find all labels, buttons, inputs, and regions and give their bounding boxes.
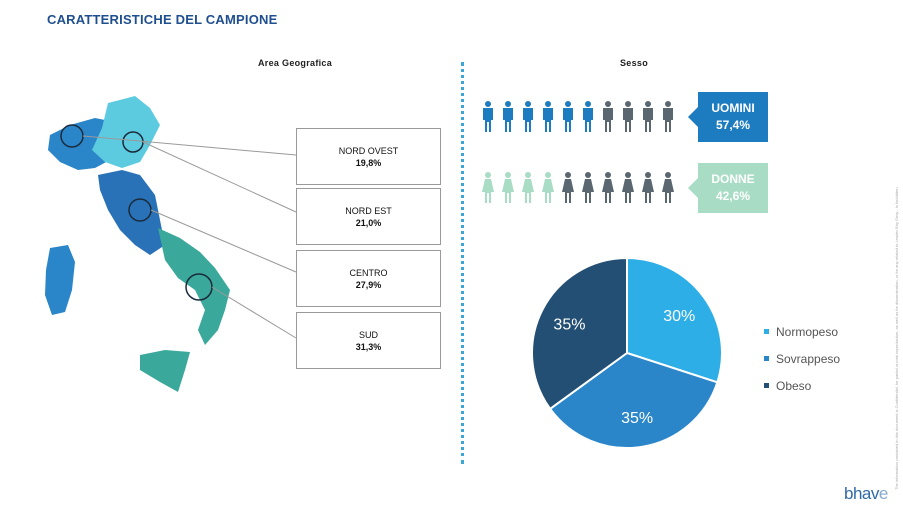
section-divider (461, 62, 464, 464)
region-label: NORD EST (345, 205, 392, 216)
map-nord-est (92, 96, 160, 168)
bhave-logo: bhave (844, 484, 888, 504)
woman-icon (522, 172, 534, 203)
legend-label: Sovrappeso (776, 351, 841, 366)
region-label: CENTRO (349, 267, 388, 278)
woman-icon (502, 172, 514, 203)
map-sardegna (45, 245, 75, 315)
woman-icon (602, 172, 614, 203)
region-value: 21,0% (355, 217, 382, 228)
region-label: SUD (358, 329, 378, 340)
legend-swatch (764, 383, 769, 388)
pie-legend: Normopeso Sovrappeso Obeso (764, 318, 840, 399)
region-box-nord-est: NORD EST 21,0% (296, 188, 441, 245)
region-box-sud: SUD 31,3% (296, 312, 441, 369)
region-value: 31,3% (355, 341, 382, 352)
men-label: UOMINI (711, 101, 755, 115)
area-title: Area Geografica (258, 58, 333, 68)
man-icon (623, 101, 633, 132)
women-icons (482, 172, 674, 203)
legend-swatch (764, 356, 769, 361)
pie-slice-normopeso (626, 256, 723, 384)
women-label: DONNE (711, 172, 755, 186)
region-value: 27,9% (355, 279, 382, 290)
women-value: 42,6% (715, 189, 751, 203)
logo-text: bhav (844, 484, 879, 503)
legend-label: Obeso (776, 378, 812, 393)
region-value: 19,8% (355, 157, 382, 168)
woman-icon (622, 172, 634, 203)
woman-icon (542, 172, 554, 203)
pie-data-label: 30% (663, 308, 695, 325)
legend-item-normopeso: Normopeso (764, 318, 840, 345)
man-icon (543, 101, 553, 132)
legend-item-obeso: Obeso (764, 372, 840, 399)
man-icon (643, 101, 653, 132)
logo-text-end: e (878, 484, 888, 503)
map-sicilia (140, 350, 190, 392)
men-badge: UOMINI 57,4% (688, 92, 768, 142)
woman-icon (662, 172, 674, 203)
man-icon (603, 101, 613, 132)
pie-slice-obeso (531, 256, 628, 411)
connector-centro (150, 209, 297, 273)
map-sud (158, 228, 230, 345)
connector-sud (211, 286, 297, 339)
confidentiality-note: The information contained in this docume… (884, 70, 899, 490)
pie-data-label: 35% (621, 410, 653, 427)
woman-icon (482, 172, 494, 203)
region-label: NORD OVEST (338, 145, 399, 156)
woman-icon (562, 172, 574, 203)
confidentiality-text: The information contained in this docume… (894, 187, 899, 490)
page-title: CARATTERISTICHE DEL CAMPIONE (47, 12, 278, 27)
weight-pie-chart: 30% 35% 35% (531, 256, 723, 449)
man-icon (523, 101, 533, 132)
man-icon (583, 101, 593, 132)
pie-data-label: 35% (553, 317, 585, 334)
legend-item-sovrappeso: Sovrappeso (764, 345, 840, 372)
man-icon (663, 101, 673, 132)
man-icon (503, 101, 513, 132)
connector-nord-est (142, 141, 297, 213)
sesso-title: Sesso (620, 58, 649, 68)
map-centro (98, 170, 165, 255)
man-icon (563, 101, 573, 132)
men-value: 57,4% (715, 118, 751, 132)
woman-icon (582, 172, 594, 203)
region-box-centro: CENTRO 27,9% (296, 250, 441, 307)
legend-swatch (764, 329, 769, 334)
men-icons (483, 101, 673, 132)
woman-icon (642, 172, 654, 203)
pie-slice-sovrappeso (548, 351, 719, 449)
connector-nord-ovest (82, 135, 297, 156)
man-icon (483, 101, 493, 132)
women-badge: DONNE 42,6% (688, 163, 768, 213)
region-box-nord-ovest: NORD OVEST 19,8% (296, 128, 441, 185)
legend-label: Normopeso (776, 324, 839, 339)
italy-map (45, 96, 297, 392)
